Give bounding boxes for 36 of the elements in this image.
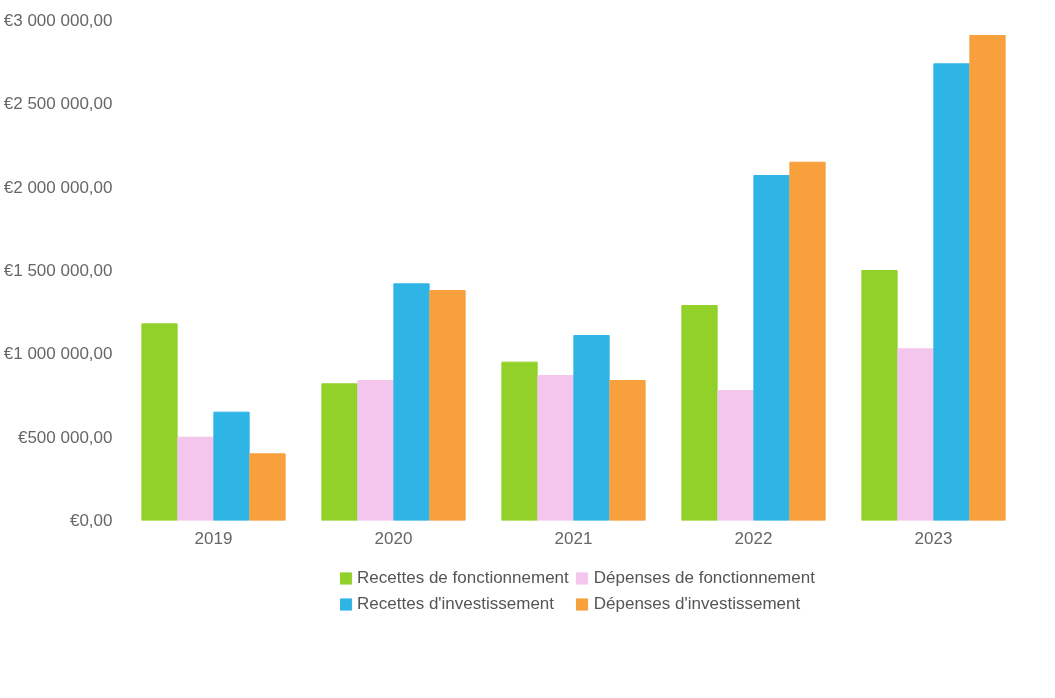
x-tick-label: 2020 xyxy=(374,528,413,548)
legend-label: Dépenses de fonctionnement xyxy=(593,568,815,588)
bar xyxy=(969,35,1006,521)
y-tick-label: €0,00 xyxy=(69,511,113,530)
bar xyxy=(249,453,286,521)
bar xyxy=(861,270,898,521)
bar xyxy=(141,323,178,521)
bar xyxy=(537,375,574,521)
legend-label: Recettes d'investissement xyxy=(357,594,555,614)
bar xyxy=(429,290,466,521)
x-tick-label: 2022 xyxy=(734,528,773,548)
bar xyxy=(177,436,214,521)
bar xyxy=(717,390,754,521)
bar xyxy=(357,380,394,521)
x-tick-label: 2019 xyxy=(194,528,233,548)
bar xyxy=(609,380,646,521)
bar xyxy=(933,63,970,521)
legend-label: Recettes de fonctionnement xyxy=(357,568,569,588)
x-tick-label: 2021 xyxy=(554,528,593,548)
y-tick-label: €1 000 000,00 xyxy=(3,344,113,364)
bar xyxy=(789,161,826,521)
bar xyxy=(213,411,250,521)
bar xyxy=(501,361,538,521)
x-tick-label: 2023 xyxy=(914,528,953,548)
bar xyxy=(753,175,790,521)
bar xyxy=(681,305,718,521)
y-tick-label: €500 000,00 xyxy=(17,427,113,447)
bar xyxy=(573,335,610,521)
y-tick-label: €1 500 000,00 xyxy=(3,261,113,280)
bar xyxy=(321,383,358,521)
bar xyxy=(897,348,934,521)
y-tick-label: €3 000 000,00 xyxy=(3,11,113,30)
bar xyxy=(393,283,430,521)
y-tick-label: €2 500 000,00 xyxy=(3,94,113,114)
y-tick-label: €2 000 000,00 xyxy=(3,177,113,197)
legend-label: Dépenses d'investissement xyxy=(593,594,801,614)
